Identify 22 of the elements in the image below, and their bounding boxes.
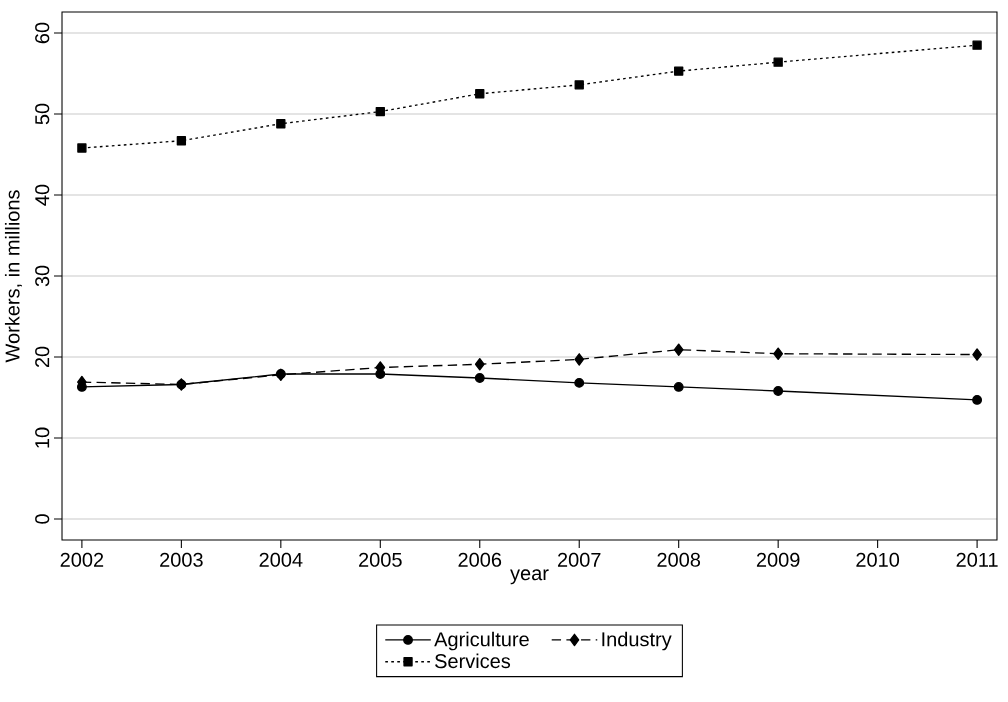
x-tick-label: 2009 bbox=[756, 552, 800, 567]
x-tick-label: 2008 bbox=[657, 552, 701, 567]
y-tick-label: 20 bbox=[35, 346, 50, 368]
y-tick-label: 10 bbox=[35, 427, 50, 448]
x-tick-label: 2004 bbox=[259, 552, 303, 567]
y-tick-label: 40 bbox=[35, 184, 50, 206]
x-tick-label: 2003 bbox=[160, 552, 203, 567]
x-axis-title: year bbox=[510, 569, 549, 585]
x-tick-label: 2011 bbox=[956, 552, 998, 567]
y-tick-label: 60 bbox=[35, 22, 50, 44]
y-tick-label: 0 bbox=[35, 514, 50, 524]
legend-label: Industry bbox=[602, 631, 672, 651]
y-tick-label: 30 bbox=[35, 265, 50, 287]
x-tick-label: 2002 bbox=[60, 552, 104, 567]
y-axis-title: Workers, in millions bbox=[4, 190, 22, 363]
x-tick-label: 2010 bbox=[856, 552, 900, 567]
legend-label: Agriculture bbox=[434, 631, 529, 651]
x-tick-label: 2006 bbox=[458, 552, 502, 567]
legend-label: Services bbox=[435, 653, 511, 669]
x-tick-label: 2007 bbox=[557, 552, 601, 567]
x-tick-label: 2005 bbox=[359, 552, 402, 567]
y-tick-label: 50 bbox=[35, 103, 50, 125]
